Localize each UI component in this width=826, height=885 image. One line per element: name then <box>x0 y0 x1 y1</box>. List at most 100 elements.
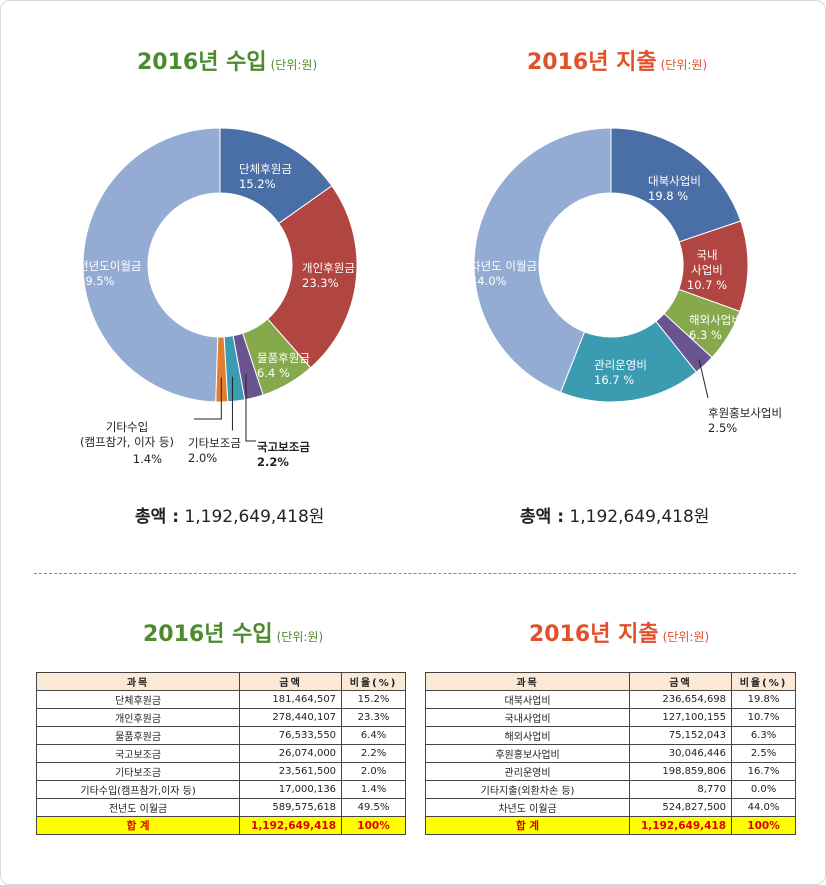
cell-total-amount: 1,192,649,418 <box>629 816 733 835</box>
slice-label-personal: 개인후원금 23.3% <box>302 261 355 290</box>
expense-chart-title: 2016년 지출 (단위:원) <box>527 50 708 75</box>
cell-amount: 17,000,136 <box>239 780 343 799</box>
cell-ratio: 10.7% <box>731 708 796 727</box>
cell-amount: 589,575,618 <box>239 798 343 817</box>
slice-label-national: 국고보조금 2.2% <box>257 440 310 469</box>
cell-ratio: 15.2% <box>341 690 406 709</box>
section-divider <box>34 573 796 574</box>
slice-label-domestic-line: 사업비 <box>691 263 723 277</box>
header-ratio: 비율(%) <box>731 672 796 691</box>
slice-label-group-line: 단체후원금 <box>239 162 292 176</box>
cell-amount: 127,100,155 <box>629 708 733 727</box>
header-subject: 과목 <box>424 672 631 691</box>
slice-label-admin: 관리운영비 16.7 % <box>594 358 647 387</box>
slice-label-carryover-line: 전년도이월금 <box>78 259 141 273</box>
donut-slice <box>610 127 742 243</box>
income-total: 총액 : 1,192,649,418원 <box>135 507 325 527</box>
donut-slice <box>82 127 221 403</box>
slice-label-overseas-line: 해외사업비 <box>689 313 742 327</box>
cell-total-label: 합 계 <box>424 816 631 835</box>
table-total-row: 합 계 1,192,649,418 100% <box>424 816 796 835</box>
table-total-row: 합 계 1,192,649,418 100% <box>35 816 406 835</box>
slice-label-carryover-line: 49.5% <box>78 274 115 288</box>
table-header-row: 과목 금액 비율(%) <box>35 672 406 691</box>
cell-ratio: 1.4% <box>341 780 406 799</box>
slice-label-goods-line: 6.4 % <box>257 366 290 380</box>
slice-label-nk-line: 대북사업비 <box>648 174 701 188</box>
slice-label-national-line: 2.2% <box>257 455 289 469</box>
cell-amount: 8,770 <box>629 780 733 799</box>
header-amount: 금액 <box>239 672 343 691</box>
slice-label-nk: 대북사업비 19.8 % <box>648 174 701 203</box>
cell-total-amount: 1,192,649,418 <box>239 816 343 835</box>
slice-label-other-income-line: 1.4% <box>133 452 162 466</box>
cell-ratio: 16.7% <box>731 762 796 781</box>
cell-amount: 181,464,507 <box>239 690 343 709</box>
cell-amount: 524,827,500 <box>629 798 733 817</box>
slice-label-personal-line: 개인후원금 <box>302 261 355 275</box>
slice-label-carryover: 전년도이월금 49.5% <box>78 259 141 288</box>
cell-amount: 278,440,107 <box>239 708 343 727</box>
cell-subject: 해외사업비 <box>424 726 631 745</box>
slice-label-goods-line: 물품후원금 <box>257 351 310 365</box>
slice-label-other-subsidy: 기타보조금 2.0% <box>188 436 241 465</box>
slice-label-domestic: 국내 사업비 10.7 % <box>687 248 727 292</box>
cell-ratio: 6.3% <box>731 726 796 745</box>
cell-amount: 75,152,043 <box>629 726 733 745</box>
expense-donut-chart: 대북사업비 19.8 % 국내 사업비 10.7 % 해외사업비 6.3 % 관리운영비 16.… <box>470 127 782 435</box>
table-row: 물품후원금 76,533,550 6.4% <box>35 726 406 745</box>
cell-ratio: 2.2% <box>341 744 406 763</box>
slice-label-group: 단체후원금 15.2% <box>239 162 292 191</box>
header-ratio: 비율(%) <box>341 672 406 691</box>
cell-subject: 후원홍보사업비 <box>424 744 631 763</box>
slice-label-admin-line: 관리운영비 <box>594 358 647 372</box>
cell-amount: 236,654,698 <box>629 690 733 709</box>
cell-subject: 기타지출(외환차손 등) <box>424 780 631 799</box>
table-row: 대북사업비 236,654,698 19.8% <box>424 690 796 709</box>
slice-label-national-line: 국고보조금 <box>257 440 310 454</box>
slice-label-domestic-line: 10.7 % <box>687 278 727 292</box>
cell-amount: 23,561,500 <box>239 762 343 781</box>
slice-label-promo-line: 2.5% <box>708 421 737 435</box>
cell-amount: 198,859,806 <box>629 762 733 781</box>
cell-total-ratio: 100% <box>731 816 796 835</box>
slice-label-admin-line: 16.7 % <box>594 373 634 387</box>
cell-subject: 개인후원금 <box>35 708 241 727</box>
slice-label-other-subsidy-line: 기타보조금 <box>188 436 241 450</box>
cell-total-label: 합 계 <box>35 816 241 835</box>
table-row: 단체후원금 181,464,507 15.2% <box>35 690 406 709</box>
cell-ratio: 19.8% <box>731 690 796 709</box>
slice-label-personal-line: 23.3% <box>302 276 339 290</box>
header-amount: 금액 <box>629 672 733 691</box>
slice-label-overseas: 해외사업비 6.3 % <box>689 313 742 342</box>
leader-line-other-income <box>194 377 222 420</box>
cell-subject: 기타수입(캠프참가,이자 등) <box>35 780 241 799</box>
slice-label-other-income-line: (캠프참가, 이자 등) <box>80 435 174 449</box>
cell-ratio: 49.5% <box>341 798 406 817</box>
cell-subject: 단체후원금 <box>35 690 241 709</box>
table-header-row: 과목 금액 비율(%) <box>424 672 796 691</box>
cell-subject: 관리운영비 <box>424 762 631 781</box>
expense-table-title: 2016년 지출 (단위:원) <box>529 622 710 647</box>
donut-slice <box>266 185 358 369</box>
cell-ratio: 2.5% <box>731 744 796 763</box>
slice-label-overseas-line: 6.3 % <box>689 328 722 342</box>
table-row: 차년도 이월금 524,827,500 44.0% <box>424 798 796 817</box>
income-chart-title: 2016년 수입 (단위:원) <box>137 50 318 75</box>
table-row: 기타지출(외환차손 등) 8,770 0.0% <box>424 780 796 799</box>
cell-ratio: 6.4% <box>341 726 406 745</box>
slice-label-nextyear: 차년도 이월금 44.0% <box>470 259 537 288</box>
cell-ratio: 2.0% <box>341 762 406 781</box>
slice-label-other-subsidy-line: 2.0% <box>188 451 217 465</box>
slice-label-other-income: 기타수입 (캠프참가, 이자 등) 1.4% <box>80 420 174 466</box>
slice-label-group-line: 15.2% <box>239 177 276 191</box>
table-row: 전년도 이월금 589,575,618 49.5% <box>35 798 406 817</box>
cell-subject: 대북사업비 <box>424 690 631 709</box>
table-row: 국내사업비 127,100,155 10.7% <box>424 708 796 727</box>
leader-line-promo <box>698 359 709 399</box>
income-table: 과목 금액 비율(%) 단체후원금 181,464,507 15.2% 개인후원금 27… <box>35 672 406 835</box>
table-row: 국고보조금 26,074,000 2.2% <box>35 744 406 763</box>
slice-label-nk-line: 19.8 % <box>648 189 688 203</box>
expense-total: 총액 : 1,192,649,418원 <box>520 507 710 527</box>
cell-subject: 전년도 이월금 <box>35 798 241 817</box>
